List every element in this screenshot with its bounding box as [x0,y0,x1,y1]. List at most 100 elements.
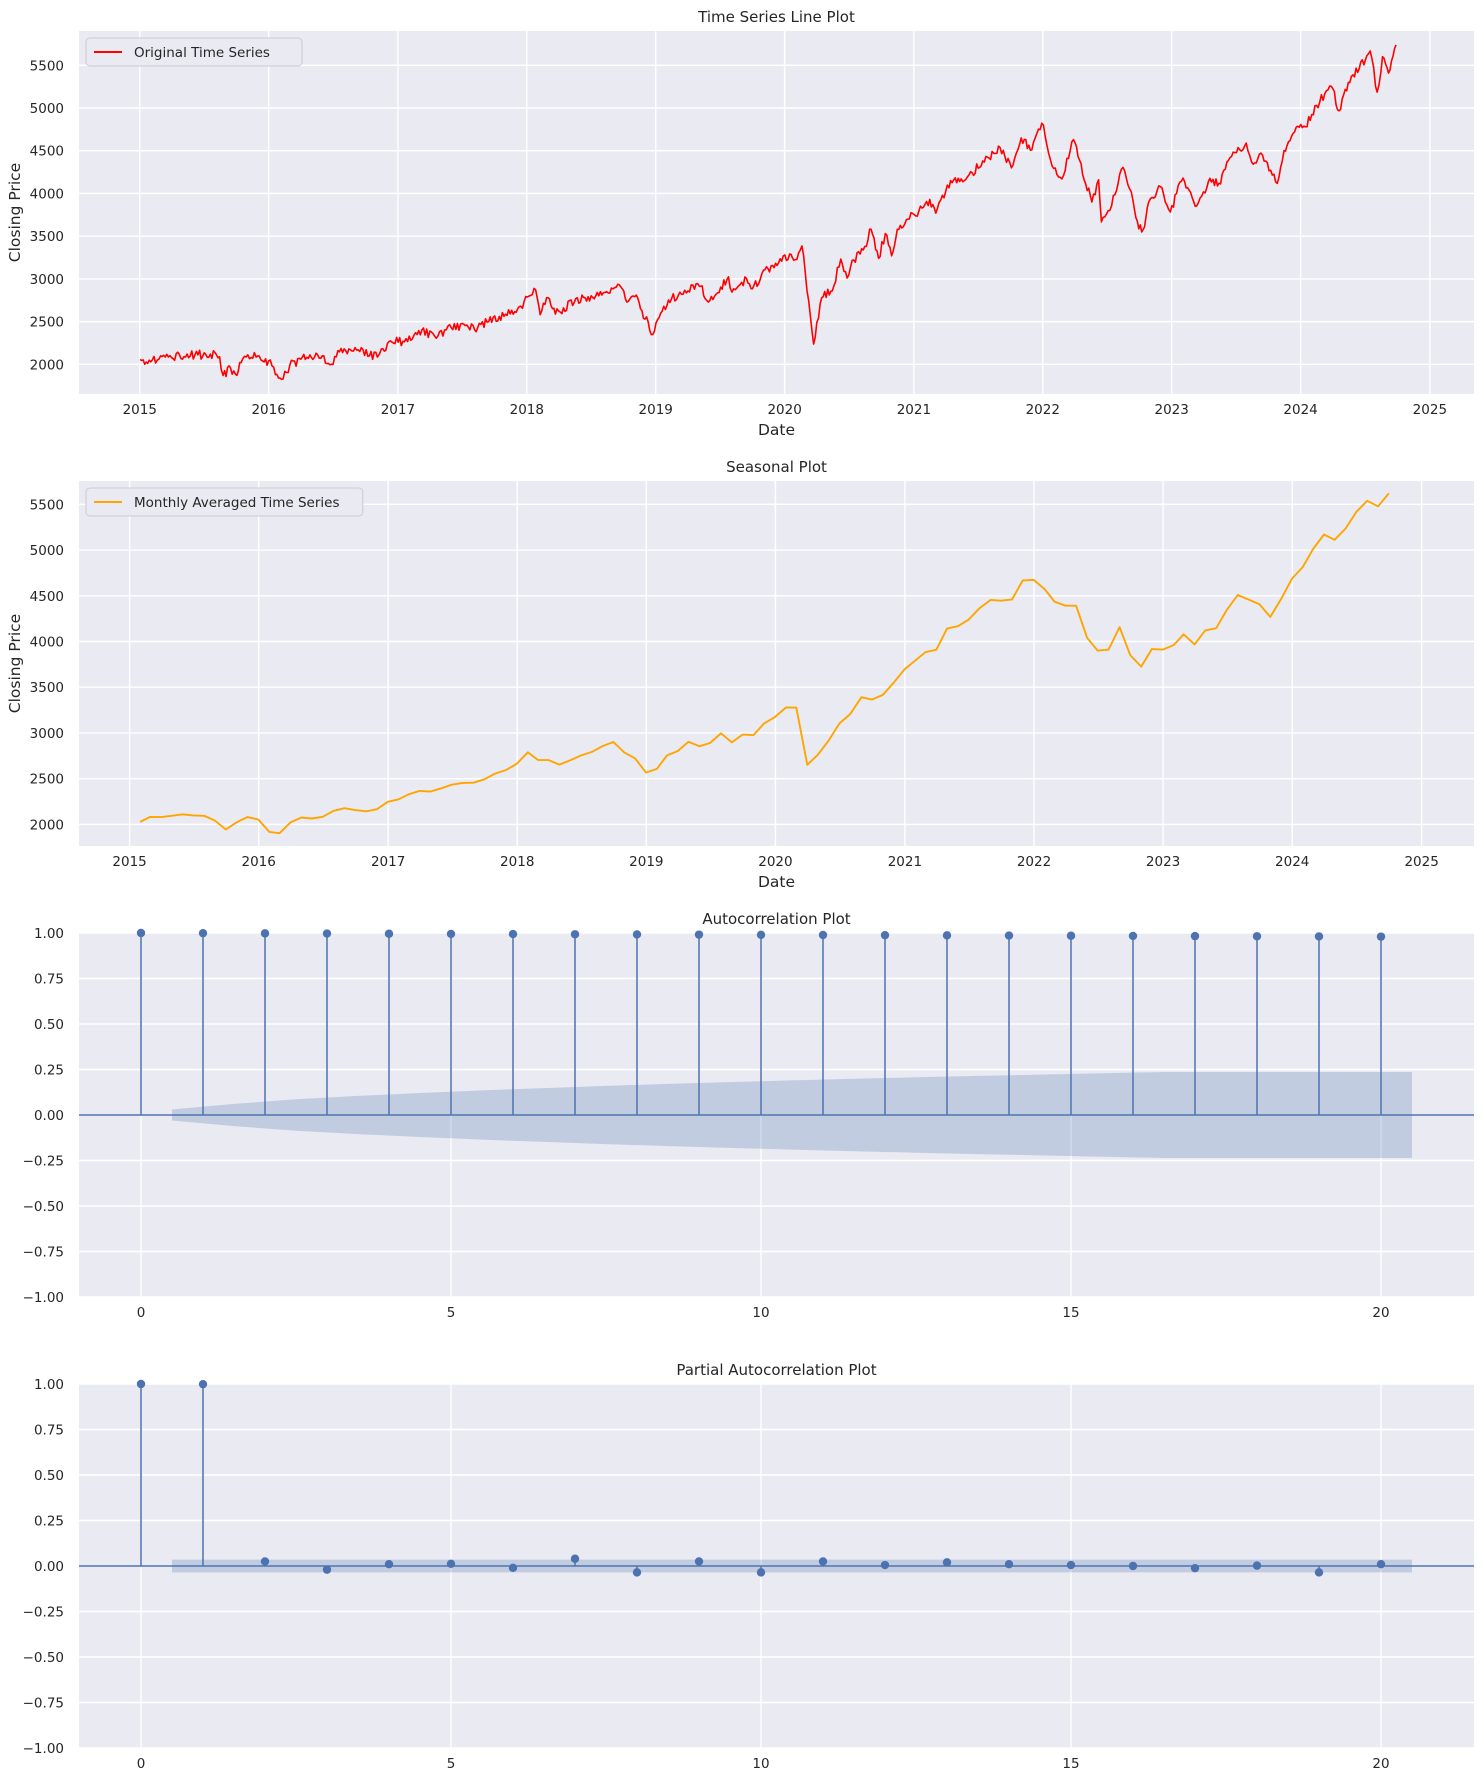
stem-marker [1004,1559,1014,1569]
x-tick-label: 15 [1062,1756,1079,1772]
stem-marker [942,1558,952,1567]
stem-marker [508,929,518,939]
x-tick-label: 2022 [1017,854,1051,870]
stem-marker [632,930,642,939]
stem-marker [694,1557,704,1566]
stem-marker [1252,932,1262,941]
x-tick-label: 2020 [767,402,801,418]
stem-marker [756,930,766,940]
x-tick-label: 2019 [639,402,673,418]
x-tick-label: 2025 [1413,402,1447,418]
stem-marker [198,1379,208,1389]
legend: Original Time Series [85,37,303,67]
y-tick-label: 5000 [30,543,64,559]
grid [79,31,1474,394]
x-tick-label: 10 [752,1305,769,1321]
stem-marker [384,929,394,938]
stem-marker [508,1563,518,1573]
stem-marker [446,929,456,939]
stem-marker [1190,1563,1200,1573]
y-tick-label: 4500 [30,144,64,160]
x-tick-label: 5 [447,1756,456,1772]
stem-marker [880,1560,890,1570]
y-tick-label: 3500 [30,229,64,245]
y-tick-label: 4000 [30,186,64,202]
y-tick-label: 5000 [30,101,64,117]
series-line [139,44,1397,381]
y-tick-label: 0.75 [34,972,64,988]
y-tick-label: 0.00 [34,1108,64,1124]
stem-marker [322,929,332,938]
chart-title: Seasonal Plot [726,458,827,476]
x-axis-label: Date [758,873,795,891]
y-tick-label: 2500 [30,315,64,331]
x-axis-label: Date [758,421,795,439]
y-tick-label: −0.50 [23,1650,64,1666]
y-tick-label: 1.00 [34,1377,64,1393]
y-tick-label: 4000 [30,635,64,651]
y-tick-label: 0.25 [34,1514,64,1530]
stem-marker [1190,931,1200,941]
y-tick-label: −0.25 [23,1605,64,1621]
plot-content [139,44,1397,381]
y-tick-label: 2000 [30,357,64,373]
x-tick-label: 2017 [371,854,405,870]
stem-marker [942,931,952,940]
x-tick-label: 0 [137,1305,146,1321]
x-tick-label: 2015 [123,402,157,418]
x-tick-label: 2021 [888,854,922,870]
y-tick-label: −0.75 [23,1245,64,1261]
x-tick-label: 0 [137,1756,146,1772]
y-tick-label: 4500 [30,589,64,605]
x-tick-label: 2023 [1146,854,1180,870]
y-tick-label: 2000 [30,817,64,833]
x-tick-label: 2023 [1155,402,1189,418]
stem-marker [260,1557,270,1566]
stem-marker [1376,1559,1386,1569]
plot-area [79,481,1474,846]
y-tick-label: 0.00 [34,1559,64,1575]
stem-marker [570,1554,580,1563]
x-tick-label: 2018 [500,854,534,870]
y-tick-label: 0.50 [34,1468,64,1484]
stem-marker [1314,1568,1324,1577]
x-tick-label: 2018 [510,402,544,418]
stem-marker [322,1565,332,1574]
subplot-1: 2015 2016 2017 2018 2019 2020 2021 2022 2023 2024… [6,8,1474,439]
chart-title: Partial Autocorrelation Plot [676,1361,876,1379]
stem-marker [632,1568,642,1577]
y-axis-label: Closing Price [6,614,24,713]
legend-box [85,487,364,517]
x-tick-label: 2017 [381,402,415,418]
chart-title: Time Series Line Plot [697,8,855,26]
legend-box [85,37,303,67]
x-tick-label: 2016 [251,402,285,418]
y-axis-label: Closing Price [6,163,24,262]
legend-label: Monthly Averaged Time Series [134,495,340,511]
x-tick-label: 2022 [1026,402,1060,418]
subplot-4: 0 5 10 15 20 −1.00 −0.75 −0.50 −0.25 0.00 0.25 0.50… [23,1361,1474,1772]
y-tick-label: 5500 [30,497,64,513]
x-tick-label: 2024 [1275,854,1309,870]
x-tick-label: 2019 [629,854,663,870]
y-tick-label: 3000 [30,726,64,742]
grid [79,1384,1474,1748]
y-tick-label: −0.75 [23,1696,64,1712]
series-line [139,492,1390,835]
y-tick-label: −1.00 [23,1741,64,1757]
x-tick-label: 10 [752,1756,769,1772]
y-tick-label: −0.25 [23,1154,64,1170]
stem-marker [136,1379,146,1389]
stem-marker [384,1559,394,1569]
stem-marker [818,930,828,940]
stem-marker [570,930,580,939]
y-tick-label: 0.50 [34,1017,64,1033]
x-tick-label: 2025 [1404,854,1438,870]
y-tick-label: 3000 [30,272,64,288]
stem-marker [446,1559,456,1569]
y-tick-label: −1.00 [23,1290,64,1306]
stem-marker [1128,931,1138,941]
plot-area [79,31,1474,394]
subplot-3: 0 5 10 15 20 −1.00 −0.75 −0.50 −0.25 0.00 0.25 0.50… [23,910,1474,1321]
